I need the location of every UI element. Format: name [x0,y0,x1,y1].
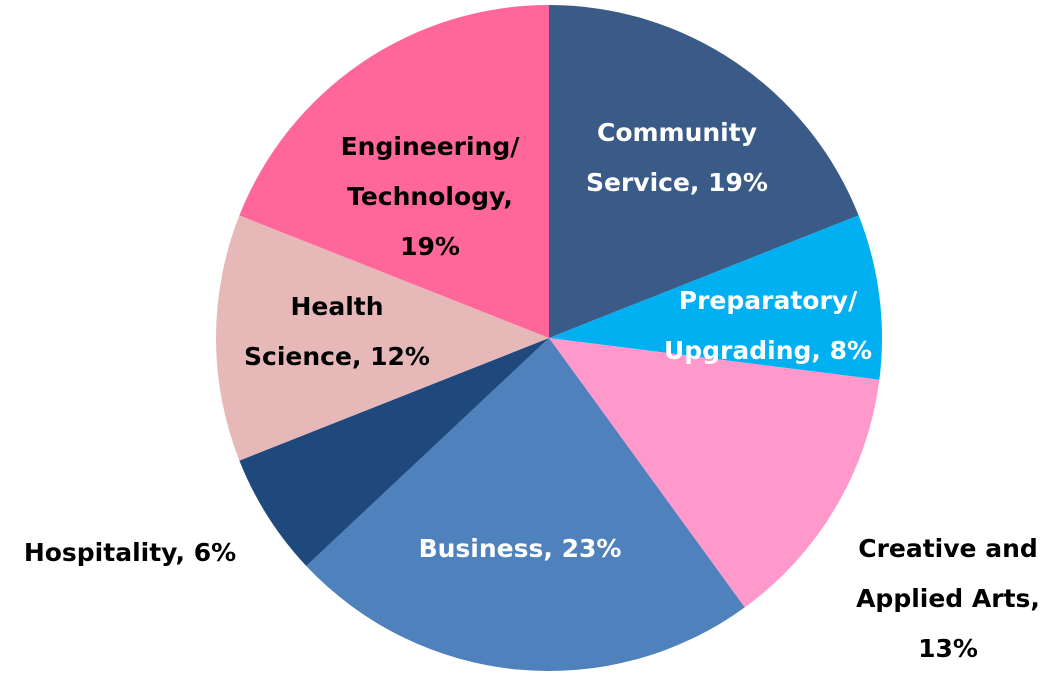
pie-slice [239,338,549,566]
data-label: Engineering/Technology, 19% [341,132,521,261]
data-label: Community Service, 19% [586,118,768,197]
pie-slice [306,338,745,671]
pie-slice [549,215,882,380]
data-label: Health Science, 12% [244,292,430,371]
data-label: Preparatory/Upgrading, 8% [664,286,872,365]
pie-slice [549,5,859,338]
pie-slice [216,215,550,461]
pie-slice [549,338,880,608]
pie-slice [239,5,549,338]
data-label: Hospitality, 6% [24,538,236,567]
data-label: Business, 23% [419,534,622,563]
data-label: Creative and Applied Arts, 13% [856,534,1040,663]
